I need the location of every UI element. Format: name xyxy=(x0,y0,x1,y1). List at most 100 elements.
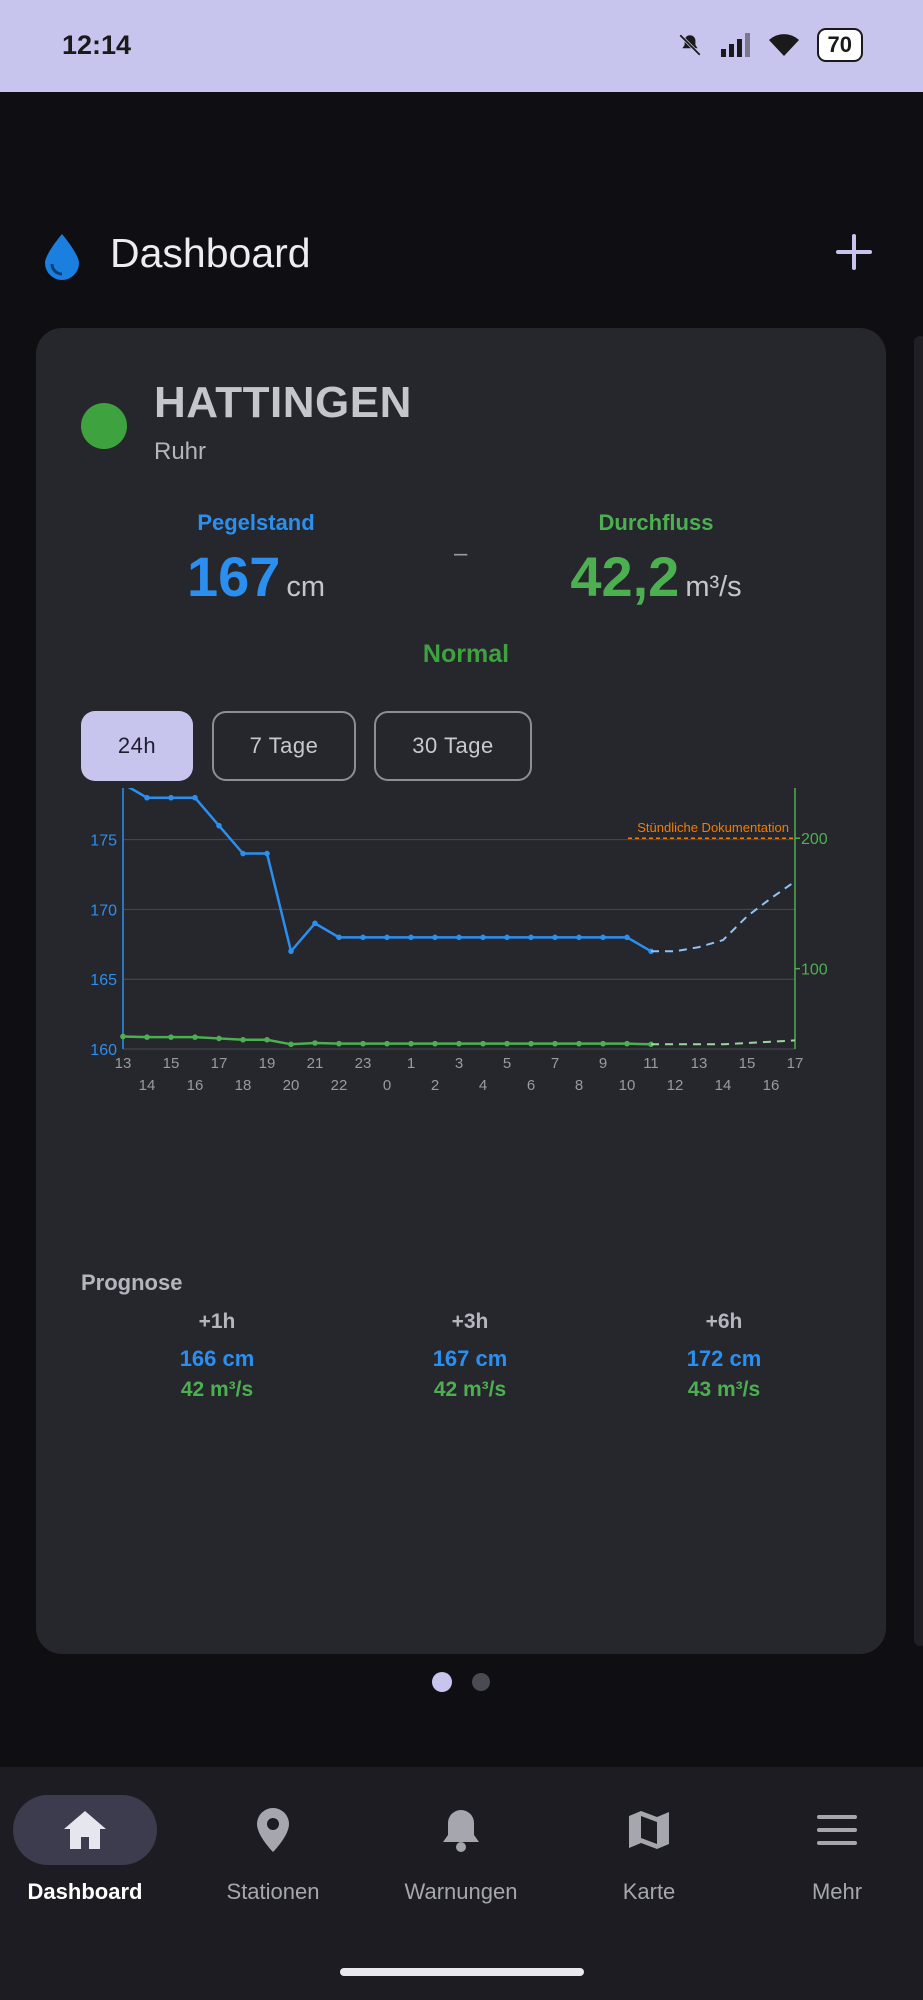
nav-item-warnungen[interactable]: Warnungen xyxy=(376,1795,546,1905)
data-point xyxy=(288,948,294,955)
flow-metric: Durchfluss 42,2 m³/s xyxy=(536,510,776,609)
add-station-button[interactable] xyxy=(826,224,882,280)
x-tick-label: 10 xyxy=(619,1077,636,1094)
x-tick-label: 16 xyxy=(763,1077,780,1094)
data-point xyxy=(120,1033,126,1040)
x-tick-label: 22 xyxy=(331,1077,348,1094)
nav-item-dashboard[interactable]: Dashboard xyxy=(0,1795,170,1905)
range-button-30-tage[interactable]: 30 Tage xyxy=(374,711,532,781)
data-point xyxy=(600,934,606,941)
nav-icon-container xyxy=(201,1795,345,1865)
home-indicator xyxy=(340,1968,584,1976)
water-level-metric: Pegelstand 167 cm xyxy=(136,510,376,609)
station-card[interactable]: HATTINGEN Ruhr Pegelstand 167 cm – Durchf… xyxy=(36,328,886,1654)
data-point xyxy=(264,850,270,857)
data-point xyxy=(384,1040,390,1047)
forecast-horizon: +6h xyxy=(705,1310,743,1333)
x-tick-label: 2 xyxy=(431,1077,439,1094)
water-drop-icon xyxy=(45,234,79,280)
nav-label: Warnungen xyxy=(404,1879,518,1904)
series-line xyxy=(127,788,652,954)
data-point xyxy=(456,934,462,941)
trend-indicator: – xyxy=(454,540,468,567)
y-right-tick-label: 200 xyxy=(801,831,828,848)
x-tick-label: 12 xyxy=(667,1077,684,1094)
river-name: Ruhr xyxy=(154,438,207,465)
data-point xyxy=(504,934,510,941)
data-point xyxy=(312,920,318,927)
data-point xyxy=(144,794,150,801)
x-tick-label: 6 xyxy=(527,1077,535,1094)
location-pin-icon xyxy=(257,1808,289,1852)
x-tick-label: 1 xyxy=(407,1055,415,1072)
water-level-chart: 1851801751701651603002001001315171921231… xyxy=(90,788,828,1094)
forecast-flow: 42 m³/s xyxy=(180,1378,254,1401)
data-point xyxy=(168,794,174,801)
nav-label: Karte xyxy=(622,1879,676,1904)
data-point xyxy=(264,1036,270,1043)
data-point xyxy=(480,1040,486,1047)
forecast-item: +1h 166 cm 42 m³/s xyxy=(107,1310,327,1402)
x-tick-label: 4 xyxy=(479,1077,487,1094)
nav-label: Dashboard xyxy=(27,1879,143,1904)
data-point xyxy=(168,1034,174,1040)
data-point xyxy=(384,934,390,941)
data-point xyxy=(288,1041,294,1048)
y-left-tick-label: 160 xyxy=(90,1042,117,1059)
data-point xyxy=(552,934,558,941)
x-tick-label: 5 xyxy=(503,1055,511,1072)
x-tick-label: 15 xyxy=(163,1055,180,1072)
nav-label: Mehr xyxy=(811,1879,863,1904)
x-tick-label: 23 xyxy=(355,1055,372,1072)
nav-label: Stationen xyxy=(226,1879,320,1904)
range-button-7-tage[interactable]: 7 Tage xyxy=(212,711,356,781)
nav-item-stationen[interactable]: Stationen xyxy=(188,1795,358,1905)
x-tick-label: 19 xyxy=(259,1055,276,1072)
app-header: Dashboard xyxy=(42,224,882,288)
next-card-peek[interactable] xyxy=(914,336,923,1646)
x-tick-label: 18 xyxy=(235,1077,252,1094)
x-tick-label: 16 xyxy=(187,1077,204,1094)
data-point xyxy=(240,850,246,857)
data-point xyxy=(624,934,630,941)
data-point xyxy=(552,1040,558,1047)
x-tick-label: 13 xyxy=(115,1055,132,1072)
wifi-icon xyxy=(768,34,799,56)
status-icons: 70 xyxy=(677,28,863,62)
x-tick-label: 17 xyxy=(211,1055,228,1072)
page-dot[interactable] xyxy=(472,1673,490,1691)
data-point xyxy=(216,1035,222,1042)
mute-icon xyxy=(678,34,701,56)
x-tick-label: 9 xyxy=(599,1055,607,1072)
page-dot-active[interactable] xyxy=(432,1672,452,1692)
nav-item-mehr[interactable]: Mehr xyxy=(752,1795,922,1905)
data-point xyxy=(576,934,582,941)
forecast-line xyxy=(651,880,796,953)
data-point xyxy=(360,934,366,941)
data-point xyxy=(312,1040,318,1046)
status-text: Normal xyxy=(422,640,510,668)
forecast-level: 166 cm xyxy=(179,1346,255,1371)
bell-icon xyxy=(443,1810,479,1852)
x-tick-label: 0 xyxy=(383,1077,391,1094)
nav-item-karte[interactable]: Karte xyxy=(564,1795,734,1905)
y-left-tick-label: 175 xyxy=(90,833,117,850)
water-level-label: Pegelstand xyxy=(197,510,315,535)
data-point xyxy=(408,1040,414,1047)
threshold-label: Stündliche Dokumentation xyxy=(637,820,789,835)
x-tick-label: 17 xyxy=(787,1055,804,1072)
x-tick-label: 20 xyxy=(283,1077,300,1094)
forecast-line xyxy=(651,1039,796,1046)
x-tick-label: 8 xyxy=(575,1077,583,1094)
forecast-level: 167 cm xyxy=(432,1346,508,1371)
nav-icon-container xyxy=(389,1795,533,1865)
water-level-unit: cm xyxy=(286,571,326,603)
forecast-horizon: +3h xyxy=(451,1310,489,1333)
data-point xyxy=(528,1040,534,1047)
range-button-24h[interactable]: 24h xyxy=(81,711,193,781)
x-tick-label: 3 xyxy=(455,1055,463,1072)
x-tick-label: 14 xyxy=(139,1077,156,1094)
menu-icon xyxy=(817,1815,857,1845)
battery-level: 70 xyxy=(816,28,863,62)
nav-icon-container xyxy=(765,1795,909,1865)
